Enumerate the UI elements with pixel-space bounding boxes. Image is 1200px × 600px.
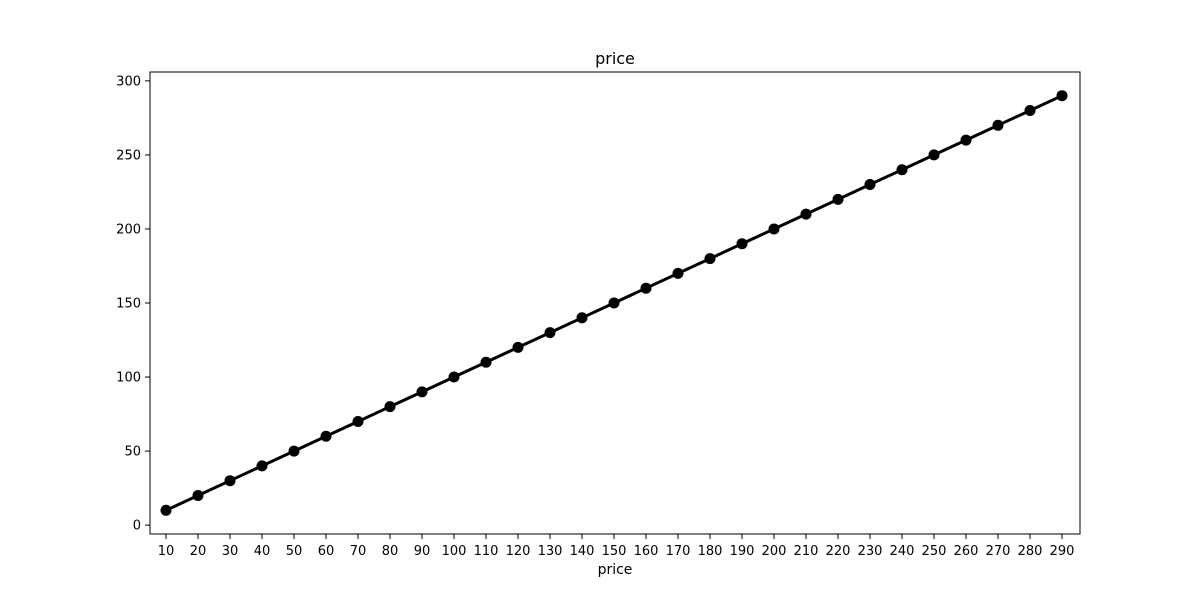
data-point	[768, 223, 780, 235]
y-tick-label: 300	[116, 74, 141, 89]
data-point	[192, 490, 204, 501]
chart-title: price	[595, 49, 635, 68]
data-point	[288, 445, 300, 457]
x-tick-label: 20	[190, 544, 207, 559]
data-point	[608, 297, 620, 309]
data-point	[384, 401, 396, 413]
x-tick-label: 170	[666, 544, 691, 559]
data-point	[544, 327, 556, 339]
x-tick-label: 220	[826, 544, 851, 559]
y-tick-label: 150	[116, 297, 141, 312]
y-tick-label: 200	[116, 222, 141, 237]
x-tick-label: 230	[858, 544, 883, 559]
x-tick-label: 260	[954, 544, 979, 559]
y-axis: 0 50 100 150 200 250 300	[116, 74, 150, 534]
x-tick-label: 240	[890, 544, 915, 559]
data-point	[736, 238, 748, 250]
x-tick-label: 180	[698, 544, 723, 559]
x-tick-label: 10	[158, 544, 175, 559]
x-tick-label: 60	[318, 544, 335, 559]
x-tick-label: 280	[1018, 544, 1043, 559]
x-tick-label: 90	[414, 544, 431, 559]
data-point	[576, 312, 588, 324]
x-tick-label: 190	[730, 544, 755, 559]
y-tick-label: 50	[124, 445, 141, 460]
y-tick-label: 100	[116, 371, 141, 386]
data-point	[256, 460, 268, 472]
plot-frame	[149, 71, 1081, 535]
data-point	[1024, 105, 1036, 116]
plot-series	[160, 90, 1068, 516]
data-point	[1056, 90, 1068, 102]
x-axis-label: price	[598, 562, 633, 578]
x-tick-label: 290	[1050, 544, 1075, 559]
data-point	[224, 475, 236, 487]
x-tick-label: 140	[570, 544, 595, 559]
x-tick-label: 70	[350, 544, 367, 559]
data-point	[640, 282, 652, 294]
x-tick-label: 50	[286, 544, 303, 559]
data-point	[800, 208, 812, 220]
data-point	[160, 504, 172, 516]
x-tick-label: 200	[762, 544, 787, 559]
x-tick-label: 160	[634, 544, 659, 559]
x-tick-label: 210	[794, 544, 819, 559]
x-tick-label: 120	[506, 544, 531, 559]
data-point	[672, 267, 684, 279]
x-tick-label: 250	[922, 544, 947, 559]
y-tick-label: 0	[133, 519, 141, 534]
data-point	[448, 371, 460, 383]
x-tick-label: 100	[442, 544, 467, 559]
x-tick-label: 30	[222, 544, 239, 559]
data-point	[352, 415, 364, 427]
x-tick-label: 270	[986, 544, 1011, 559]
data-point	[928, 149, 940, 161]
data-point	[320, 430, 332, 442]
x-tick-label: 80	[382, 544, 399, 559]
x-axis: 10 20 30 40 50 60 70 80 90 100 110 120 130 140 150 160 1…	[158, 534, 1075, 559]
data-point	[960, 134, 972, 146]
x-tick-label: 110	[474, 544, 499, 559]
y-tick-label: 250	[116, 148, 141, 163]
data-point	[704, 253, 716, 265]
x-tick-label: 40	[254, 544, 271, 559]
data-point	[832, 193, 844, 205]
data-point	[416, 386, 428, 398]
data-point	[512, 341, 524, 353]
data-point	[896, 164, 908, 176]
data-point	[480, 356, 492, 368]
x-tick-label: 150	[602, 544, 627, 559]
data-point	[864, 179, 876, 191]
x-tick-label: 130	[538, 544, 563, 559]
data-point	[992, 119, 1004, 131]
